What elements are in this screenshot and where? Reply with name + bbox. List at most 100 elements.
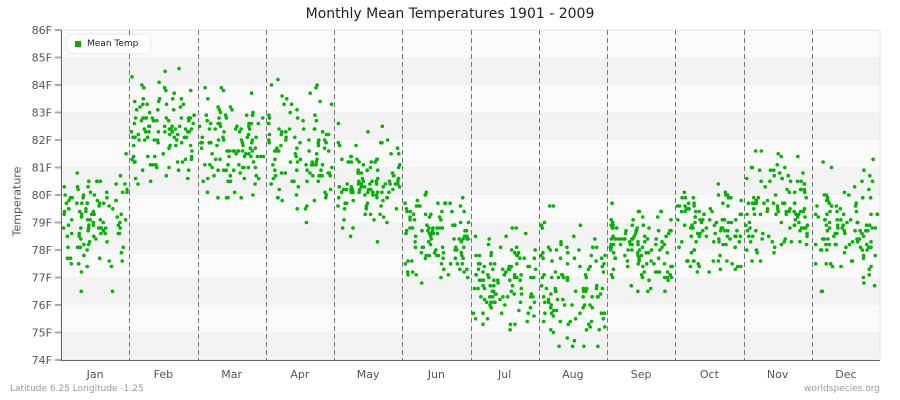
data-point: [326, 149, 331, 153]
data-point: [870, 226, 874, 230]
data-point: [620, 237, 625, 241]
data-point: [385, 138, 390, 142]
data-point: [328, 173, 333, 178]
data-point: [793, 218, 798, 222]
data-point: [760, 237, 764, 241]
data-point: [420, 228, 424, 233]
data-point: [236, 149, 241, 153]
data-point: [364, 207, 369, 211]
data-point: [861, 234, 866, 239]
data-point: [834, 204, 839, 208]
data-point: [663, 289, 667, 294]
data-point: [221, 88, 226, 93]
data-point: [375, 168, 380, 172]
data-point: [636, 289, 640, 294]
source-caption: worldspecies.org: [803, 384, 880, 394]
x-tick-label: Jun: [427, 368, 445, 381]
data-point: [247, 127, 252, 131]
y-tick-label: 85F: [32, 52, 52, 65]
data-point: [559, 240, 563, 244]
data-point: [218, 110, 223, 115]
data-point: [161, 152, 165, 156]
data-point: [827, 220, 832, 225]
data-point: [823, 218, 827, 222]
data-point: [639, 273, 644, 277]
data-point: [389, 152, 393, 156]
x-tick-label: Feb: [154, 368, 173, 381]
data-point: [125, 187, 129, 192]
data-point: [844, 245, 848, 250]
data-point: [324, 132, 329, 137]
data-point: [784, 209, 788, 214]
data-point: [216, 195, 220, 200]
legend[interactable]: Mean Temp: [67, 35, 151, 53]
data-point: [152, 138, 157, 142]
data-point: [871, 157, 875, 162]
data-point: [523, 231, 528, 236]
data-point: [668, 273, 672, 277]
data-point: [729, 195, 733, 200]
data-point: [482, 286, 487, 291]
data-point: [504, 270, 508, 274]
data-point: [98, 179, 103, 184]
data-point: [147, 110, 152, 115]
data-point: [869, 240, 873, 244]
data-point: [558, 319, 563, 324]
data-point: [148, 163, 153, 167]
y-tick-label: 74F: [32, 354, 52, 367]
data-point: [342, 218, 346, 222]
data-point: [219, 85, 224, 90]
data-point: [448, 201, 452, 205]
data-point: [280, 198, 285, 203]
data-point: [499, 311, 504, 316]
data-point: [739, 198, 743, 203]
data-point: [310, 160, 315, 164]
data-point: [378, 140, 383, 145]
data-point: [136, 182, 140, 186]
data-point: [442, 267, 446, 272]
data-point: [206, 97, 210, 101]
data-point: [640, 215, 645, 219]
data-point: [440, 209, 444, 214]
data-point: [532, 314, 536, 318]
data-point: [828, 209, 832, 214]
data-point: [696, 262, 700, 266]
data-point: [647, 278, 651, 283]
data-point: [396, 176, 401, 181]
data-point: [754, 228, 758, 233]
data-point: [168, 132, 172, 137]
data-point: [541, 256, 545, 261]
data-point: [866, 228, 870, 233]
data-point: [855, 240, 860, 244]
data-point: [625, 264, 630, 269]
data-point: [756, 195, 761, 200]
data-point: [226, 195, 230, 200]
data-point: [349, 190, 354, 195]
data-point: [393, 182, 398, 186]
data-point: [157, 99, 161, 104]
data-point: [355, 157, 359, 162]
data-point: [775, 207, 780, 211]
data-point: [608, 245, 612, 250]
data-point: [304, 220, 309, 225]
data-point: [201, 179, 205, 184]
data-point: [489, 253, 493, 258]
data-point: [147, 124, 152, 129]
data-point: [636, 240, 640, 244]
data-point: [492, 262, 497, 266]
data-point: [601, 270, 606, 274]
data-point: [572, 256, 577, 261]
data-point: [752, 212, 757, 217]
data-point: [779, 154, 783, 159]
data-point: [775, 163, 779, 167]
data-point: [460, 253, 464, 258]
data-point: [244, 113, 249, 117]
data-point: [374, 182, 379, 186]
data-point: [361, 179, 366, 184]
data-point: [477, 278, 482, 283]
data-point: [561, 275, 566, 280]
data-point: [755, 250, 759, 255]
data-point: [591, 245, 595, 250]
data-point: [86, 226, 91, 230]
data-point: [724, 242, 728, 247]
